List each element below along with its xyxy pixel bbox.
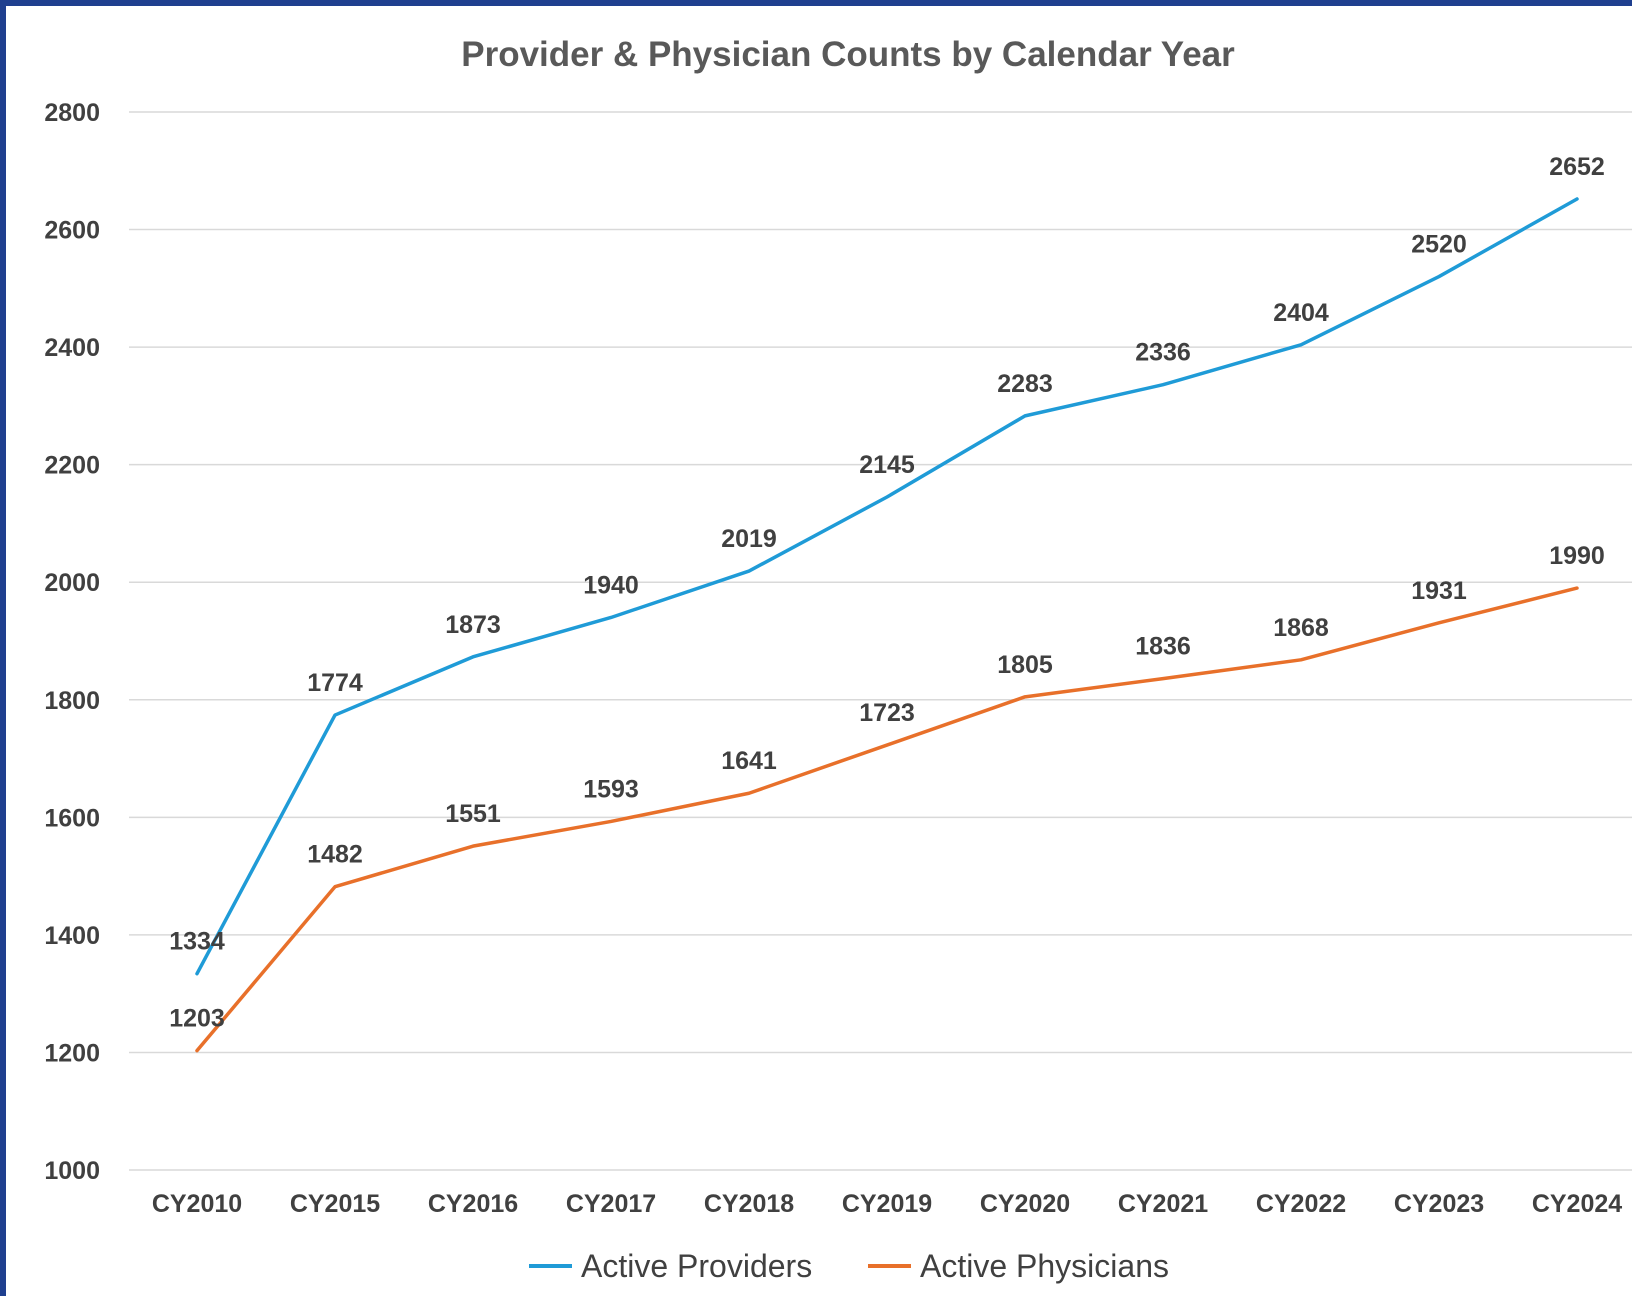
x-tick-label: CY2022 xyxy=(1256,1190,1346,1218)
data-label: 1940 xyxy=(583,571,639,599)
series-line-active-providers xyxy=(195,197,1579,976)
data-label: 1482 xyxy=(307,841,363,869)
y-axis-tick-labels: 1000 1200 1400 1600 1800 2000 2200 2400 2600 2800 xyxy=(44,99,100,1185)
series-lines xyxy=(195,197,1579,1053)
data-label: 1203 xyxy=(169,1005,225,1033)
data-label: 1593 xyxy=(583,775,639,803)
legend: Active Providers Active Physicians xyxy=(529,1248,1169,1284)
data-label: 2520 xyxy=(1411,231,1467,259)
x-tick-label: CY2020 xyxy=(980,1190,1070,1218)
y-tick-label: 2000 xyxy=(44,569,100,597)
legend-label: Active Providers xyxy=(581,1248,812,1284)
data-label: 1551 xyxy=(445,800,501,828)
data-label: 1868 xyxy=(1273,614,1329,642)
data-label: 2283 xyxy=(997,370,1053,398)
x-tick-label: CY2017 xyxy=(566,1190,656,1218)
y-tick-label: 1400 xyxy=(44,922,100,950)
data-label: 1334 xyxy=(169,928,225,956)
y-tick-label: 2600 xyxy=(44,217,100,245)
x-axis-tick-labels: CY2010 CY2015 CY2016 CY2017 CY2018 CY2019 CY20… xyxy=(152,1190,1622,1218)
y-tick-label: 1800 xyxy=(44,687,100,715)
x-tick-label: CY2019 xyxy=(842,1190,932,1218)
data-label: 1931 xyxy=(1411,577,1467,605)
x-tick-label: CY2010 xyxy=(152,1190,242,1218)
data-label: 2404 xyxy=(1273,299,1329,327)
y-tick-label: 1200 xyxy=(44,1039,100,1067)
data-label: 1805 xyxy=(997,651,1053,679)
series-line-active-physicians xyxy=(195,586,1579,1053)
data-label: 1774 xyxy=(307,669,363,697)
data-label: 1836 xyxy=(1135,633,1191,661)
x-tick-label: CY2015 xyxy=(290,1190,380,1218)
y-tick-label: 2200 xyxy=(44,452,100,480)
data-label: 1641 xyxy=(721,747,777,775)
data-label: 1723 xyxy=(859,699,915,727)
x-tick-label: CY2021 xyxy=(1118,1190,1208,1218)
legend-label: Active Physicians xyxy=(920,1248,1169,1284)
data-label: 1990 xyxy=(1549,542,1605,570)
data-label: 2336 xyxy=(1135,339,1191,367)
chart-title: Provider & Physician Counts by Calendar … xyxy=(461,35,1235,74)
y-tick-label: 1600 xyxy=(44,804,100,832)
data-label: 1873 xyxy=(445,611,501,639)
data-label: 2019 xyxy=(721,525,777,553)
y-tick-label: 1000 xyxy=(44,1157,100,1185)
data-labels: 1334 1774 1873 1940 2019 2145 2283 2336 2404 2520… xyxy=(169,153,1605,1033)
data-label: 2652 xyxy=(1549,153,1605,181)
x-tick-label: CY2023 xyxy=(1394,1190,1484,1218)
y-tick-label: 2800 xyxy=(44,99,100,127)
x-tick-label: CY2024 xyxy=(1532,1190,1622,1218)
gridlines xyxy=(129,111,1632,1171)
y-tick-label: 2400 xyxy=(44,334,100,362)
data-label: 2145 xyxy=(859,451,915,479)
x-tick-label: CY2018 xyxy=(704,1190,794,1218)
line-chart: Provider & Physician Counts by Calendar … xyxy=(44,35,1632,1284)
x-tick-label: CY2016 xyxy=(428,1190,518,1218)
